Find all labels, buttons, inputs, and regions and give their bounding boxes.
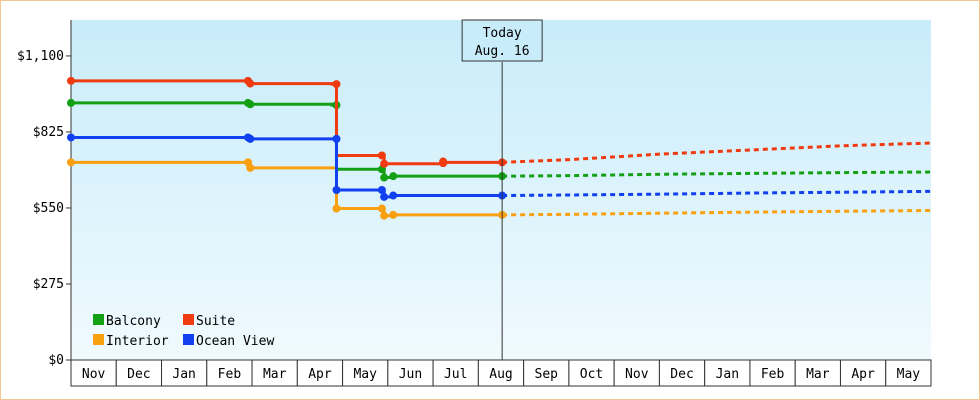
x-tick-label: Apr <box>851 367 875 382</box>
data-point <box>246 100 255 109</box>
x-tick-cell <box>613 359 660 387</box>
series-layer <box>67 76 932 220</box>
data-point <box>389 172 398 181</box>
x-tick-label: May <box>897 367 921 382</box>
x-tick-label: Aug <box>489 367 512 382</box>
x-tick-label: Dec <box>127 367 150 382</box>
plot-background <box>71 20 931 360</box>
x-tick-cell <box>206 359 253 387</box>
x-tick-label: Jan <box>172 367 195 382</box>
today-marker: Today Aug. 16 <box>461 19 543 360</box>
legend-swatch <box>183 314 194 325</box>
x-tick-cell <box>161 359 208 387</box>
series-balcony <box>67 98 932 182</box>
data-point <box>439 157 448 166</box>
x-tick-label: Feb <box>218 367 242 382</box>
x-tick-cell <box>387 359 434 387</box>
data-point <box>332 80 341 89</box>
legend-label: Balcony <box>106 314 161 329</box>
x-tick-cell <box>749 359 796 387</box>
data-point <box>67 158 75 167</box>
legend-item: Interior <box>93 334 169 349</box>
x-tick-label: Dec <box>670 367 693 382</box>
data-point <box>246 79 255 88</box>
x-tick-label: Sep <box>535 367 559 382</box>
data-point <box>67 133 75 142</box>
data-point <box>246 163 255 172</box>
y-tick-label: $550 <box>33 201 64 216</box>
x-tick-cell <box>839 359 887 387</box>
series-ocean-view <box>67 133 932 201</box>
x-tick-label: Jan <box>716 367 739 382</box>
legend: Balcony Suite Interior Ocean View <box>93 314 274 349</box>
data-point <box>380 173 389 182</box>
axes: $0 $275 $550 $825 $1,100 Nov Dec Jan Feb Mar Apr Ma… <box>17 20 932 387</box>
data-point <box>380 211 389 220</box>
legend-swatch <box>93 314 104 325</box>
legend-item: Suite <box>183 314 235 329</box>
x-tick-cell <box>251 359 298 387</box>
x-tick-cell <box>704 359 751 387</box>
data-point <box>377 151 386 160</box>
x-tick-cell <box>523 359 570 387</box>
forecast-line <box>502 189 932 198</box>
forecast-line <box>502 141 932 164</box>
x-tick-label: Oct <box>580 367 603 382</box>
data-point <box>380 192 389 201</box>
x-tick-label: Apr <box>308 367 332 382</box>
x-tick-cell <box>296 359 344 387</box>
forecast-line <box>502 208 932 217</box>
x-tick-label: Feb <box>761 367 785 382</box>
x-tick-cell <box>885 359 932 387</box>
legend-swatch <box>93 334 104 345</box>
data-point <box>380 159 389 168</box>
data-point <box>332 134 341 143</box>
y-tick-label: $825 <box>33 125 64 140</box>
x-tick-cell <box>115 359 163 387</box>
x-tick-label: Mar <box>806 367 830 382</box>
x-tick-label: Jun <box>399 367 422 382</box>
legend-label: Interior <box>106 334 169 349</box>
x-tick-cell <box>342 359 389 387</box>
x-tick-label: Nov <box>82 367 106 382</box>
data-point <box>332 204 341 213</box>
today-box <box>461 19 543 62</box>
data-point <box>332 186 341 194</box>
data-point <box>389 191 398 200</box>
data-point <box>67 76 75 85</box>
y-tick-label: $1,100 <box>17 49 64 64</box>
y-tick-label: $0 <box>48 353 64 368</box>
data-point <box>377 186 386 194</box>
series-suite <box>67 76 932 168</box>
today-date-label: Aug. 16 <box>475 44 530 59</box>
legend-item: Ocean View <box>183 334 274 349</box>
today-label: Today <box>483 26 522 41</box>
legend-swatch <box>183 334 194 345</box>
x-tick-label: May <box>353 367 377 382</box>
data-point <box>67 98 75 107</box>
data-point <box>246 134 255 143</box>
x-tick-label: Jul <box>444 367 467 382</box>
x-tick-label: Nov <box>625 367 649 382</box>
x-tick-label: Mar <box>263 367 287 382</box>
x-tick-cell <box>568 359 615 387</box>
data-point <box>377 204 386 213</box>
data-point <box>389 210 398 219</box>
legend-label: Suite <box>196 314 235 329</box>
legend-item: Balcony <box>93 314 161 329</box>
series-interior <box>67 158 932 220</box>
x-tick-cell <box>658 359 706 387</box>
y-tick-label: $275 <box>33 277 64 292</box>
forecast-line <box>502 170 932 178</box>
legend-label: Ocean View <box>196 334 274 349</box>
